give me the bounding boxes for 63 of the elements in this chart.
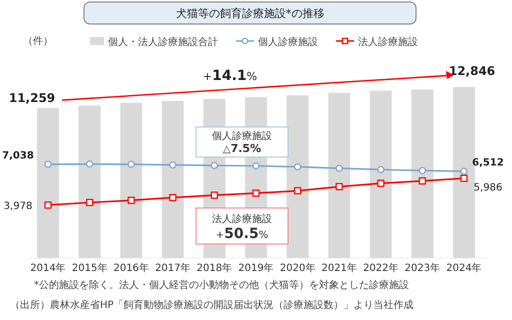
point xyxy=(128,160,135,168)
data-label: 3,978 xyxy=(4,201,32,212)
legend-label: 個人診療施設 xyxy=(258,36,318,48)
x-tick-label: 2024年 xyxy=(446,262,482,274)
bar xyxy=(162,100,184,258)
point xyxy=(210,192,218,199)
point xyxy=(252,190,260,197)
annotation: 個人診療施設 △7.5% xyxy=(212,130,272,155)
data-label: 5,986 xyxy=(474,182,502,194)
note-box: 個人診療施設 △7.5% xyxy=(196,126,288,158)
x-tick-label: 2015年 xyxy=(72,262,108,274)
point xyxy=(294,187,302,194)
data-label: 6,512 xyxy=(472,157,504,168)
data-label: 11,259 xyxy=(8,91,56,106)
legend-item: 法人診療施設 xyxy=(336,37,418,48)
x-tick-label: 2017年 xyxy=(155,262,191,274)
legend-label: 法人診療施設 xyxy=(358,36,418,48)
x-tick-label: 2020年 xyxy=(280,262,316,274)
point xyxy=(336,183,343,190)
point xyxy=(169,161,176,169)
point xyxy=(86,198,94,206)
point xyxy=(294,163,302,170)
point xyxy=(210,162,218,170)
annotation: 法人診療施設 +50.5% xyxy=(212,213,272,242)
data-label: 7,038 xyxy=(2,150,34,162)
bar xyxy=(328,92,350,258)
data-label: 12,846 xyxy=(448,64,496,78)
bar xyxy=(37,108,59,258)
legend-item: 個人診療施設 xyxy=(236,37,318,48)
point xyxy=(460,174,468,182)
point xyxy=(377,166,384,174)
point xyxy=(128,196,135,204)
bar xyxy=(286,95,309,258)
x-tick-label: 2022年 xyxy=(363,262,399,274)
chart-title: 犬猫等の飼育診療施設*の推移 xyxy=(176,7,324,20)
x-tick-label: 2014年 xyxy=(30,262,66,274)
point xyxy=(377,180,384,187)
x-tick-label: 2016年 xyxy=(113,262,149,274)
bar xyxy=(411,89,434,258)
y-axis-title: （件） xyxy=(23,36,53,47)
x-tick-label: 2023年 xyxy=(404,262,440,274)
text: *公的施設を除く。法人・個人経営の小動物その他（犬猫等）を対象とした診療施設 xyxy=(34,279,409,291)
x-tick-label: 2018年 xyxy=(196,262,232,274)
point xyxy=(252,162,260,170)
point xyxy=(336,164,343,172)
bar xyxy=(370,90,392,258)
point xyxy=(169,194,176,202)
x-tick-label: 2019年 xyxy=(238,262,274,274)
point xyxy=(418,177,426,185)
point xyxy=(460,168,468,175)
text: （出所）農林水産省HP「飼育動物診療施設の開設届出状況（診療施設数）」より当社作成 xyxy=(10,299,414,311)
legend-item: 個人・法人診療施設合計 xyxy=(90,37,218,48)
bar xyxy=(78,106,101,258)
point xyxy=(44,201,52,209)
note-box: 法人診療施設 +50.5% xyxy=(196,208,288,244)
point xyxy=(86,160,94,168)
bar xyxy=(120,102,142,258)
point xyxy=(44,160,52,168)
point xyxy=(418,166,426,174)
x-tick-label: 2021年 xyxy=(321,262,357,274)
text: +14.1% xyxy=(202,68,258,84)
legend-label: 個人・法人診療施設合計 xyxy=(108,36,218,48)
title: 犬猫等の飼育診療施設*の推移 xyxy=(84,2,416,24)
